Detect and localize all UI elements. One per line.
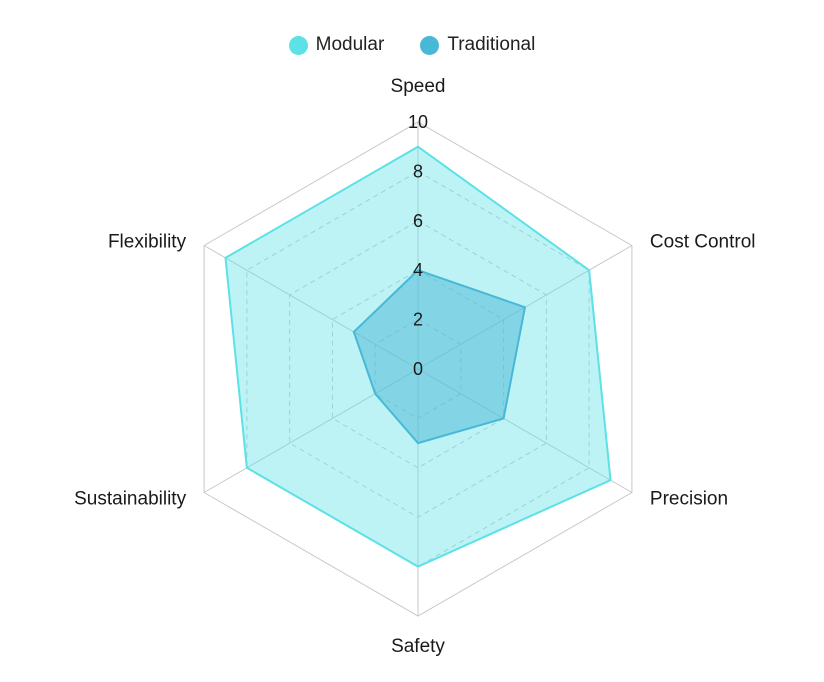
axis-label-precision: Precision bbox=[650, 489, 728, 510]
legend-label-modular: Modular bbox=[315, 34, 385, 55]
legend-item-traditional[interactable]: Traditional bbox=[420, 34, 535, 56]
series-area-traditional bbox=[352, 269, 527, 445]
axis-label-flexibility: Flexibility bbox=[108, 232, 187, 253]
tick-label-10: 10 bbox=[408, 112, 428, 132]
axis-label-cost-control: Cost Control bbox=[650, 232, 756, 253]
tick-label-4: 4 bbox=[413, 260, 423, 280]
legend: Modular Traditional bbox=[0, 34, 824, 56]
axis-label-sustainability: Sustainability bbox=[74, 489, 186, 510]
axis-label-safety: Safety bbox=[391, 636, 445, 657]
tick-label-6: 6 bbox=[413, 211, 423, 231]
tick-label-2: 2 bbox=[413, 310, 423, 330]
tick-label-8: 8 bbox=[413, 161, 423, 181]
axis-label-speed: Speed bbox=[391, 76, 446, 97]
tick-label-0: 0 bbox=[413, 359, 423, 379]
legend-label-traditional: Traditional bbox=[447, 34, 536, 55]
legend-swatch-modular bbox=[288, 35, 308, 55]
legend-swatch-traditional bbox=[420, 35, 440, 55]
legend-item-modular[interactable]: Modular bbox=[288, 34, 385, 56]
